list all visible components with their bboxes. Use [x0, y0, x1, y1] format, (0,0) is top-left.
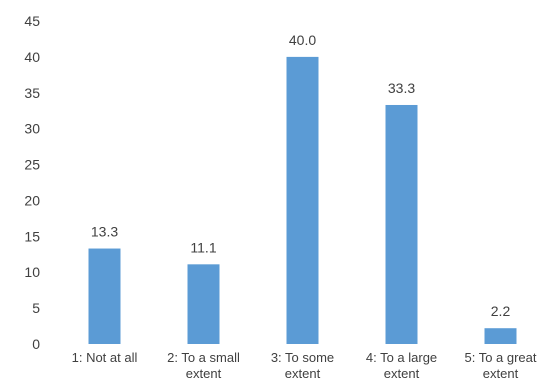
- bar: [88, 248, 121, 344]
- data-label: 2.2: [491, 303, 511, 319]
- bar: [385, 104, 418, 344]
- x-tick-label: 1: Not at all: [72, 350, 138, 365]
- data-label: 13.3: [91, 224, 118, 240]
- y-tick-label: 35: [24, 85, 40, 101]
- y-tick-label: 45: [24, 13, 40, 29]
- x-tick-label: 5: To a great extent: [464, 350, 536, 381]
- y-tick-label: 20: [24, 192, 40, 208]
- data-label: 11.1: [190, 239, 216, 255]
- y-tick-label: 25: [24, 157, 40, 173]
- y-axis: 0 5 10 15 20 25 30 35 40 45: [24, 13, 40, 352]
- x-tick-label: 2: To a small extent: [167, 350, 240, 381]
- bars: [88, 56, 517, 345]
- y-tick-label: 5: [32, 300, 40, 316]
- data-labels: 13.3 11.1 40.0 33.3 2.2: [91, 32, 511, 319]
- x-tick-label: 4: To a large extent: [366, 350, 437, 381]
- y-tick-label: 15: [24, 228, 40, 244]
- y-tick-label: 10: [24, 264, 40, 280]
- y-tick-label: 40: [24, 49, 40, 65]
- y-tick-label: 30: [24, 121, 40, 137]
- y-tick-label: 0: [32, 336, 40, 352]
- data-label: 40.0: [289, 32, 316, 48]
- data-label: 33.3: [388, 80, 415, 96]
- x-tick-label: 3: To some extent: [271, 350, 334, 381]
- bar: [484, 328, 517, 344]
- x-axis: 1: Not at all 2: To a small extent 3: To so…: [72, 350, 537, 381]
- bar: [187, 264, 220, 344]
- bar: [286, 56, 319, 345]
